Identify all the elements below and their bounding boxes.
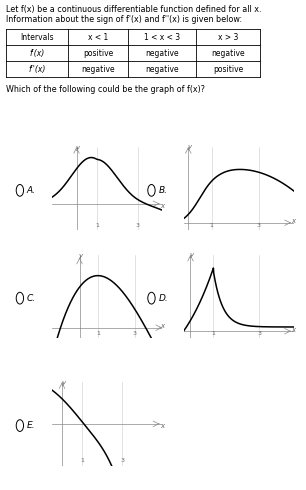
Text: y: y bbox=[61, 380, 65, 386]
Text: B.: B. bbox=[159, 186, 167, 195]
Text: negative: negative bbox=[211, 49, 245, 58]
Text: Intervals: Intervals bbox=[20, 33, 54, 42]
Text: 3: 3 bbox=[136, 223, 140, 228]
Text: negative: negative bbox=[81, 65, 115, 74]
Text: negative: negative bbox=[145, 49, 179, 58]
Text: 1 < x < 3: 1 < x < 3 bbox=[144, 33, 180, 42]
Text: negative: negative bbox=[145, 65, 179, 74]
Text: x: x bbox=[291, 218, 296, 224]
Text: x > 3: x > 3 bbox=[218, 33, 238, 42]
Text: f''(x): f''(x) bbox=[28, 65, 46, 74]
Text: C.: C. bbox=[27, 294, 36, 303]
Text: 3: 3 bbox=[120, 458, 124, 463]
Text: x: x bbox=[160, 423, 164, 429]
Text: 1: 1 bbox=[80, 458, 84, 463]
Text: f'(x): f'(x) bbox=[29, 49, 45, 58]
Text: D.: D. bbox=[159, 294, 168, 303]
Text: positive: positive bbox=[213, 65, 243, 74]
Text: x: x bbox=[160, 203, 164, 209]
Text: E.: E. bbox=[27, 421, 35, 430]
Text: 3: 3 bbox=[132, 331, 137, 336]
Text: Which of the following could be the graph of f(x)?: Which of the following could be the grap… bbox=[6, 85, 205, 94]
Text: 1: 1 bbox=[210, 223, 214, 228]
Text: positive: positive bbox=[83, 49, 113, 58]
Text: y: y bbox=[76, 145, 80, 150]
Text: Let f(x) be a continuous differentiable function defined for all x.: Let f(x) be a continuous differentiable … bbox=[6, 5, 262, 14]
Text: y: y bbox=[190, 251, 194, 258]
Text: x < 1: x < 1 bbox=[88, 33, 108, 42]
Text: x: x bbox=[291, 327, 296, 333]
Text: x: x bbox=[160, 322, 164, 329]
Text: 3: 3 bbox=[257, 331, 261, 336]
Text: 1: 1 bbox=[211, 331, 215, 336]
Text: A.: A. bbox=[27, 186, 36, 195]
Text: 1: 1 bbox=[95, 223, 99, 228]
Text: 1: 1 bbox=[96, 331, 100, 336]
Text: Information about the sign of f'(x) and f''(x) is given below:: Information about the sign of f'(x) and … bbox=[6, 15, 242, 24]
Text: y: y bbox=[187, 144, 192, 150]
Text: y: y bbox=[78, 253, 83, 259]
Text: 3: 3 bbox=[257, 223, 261, 228]
